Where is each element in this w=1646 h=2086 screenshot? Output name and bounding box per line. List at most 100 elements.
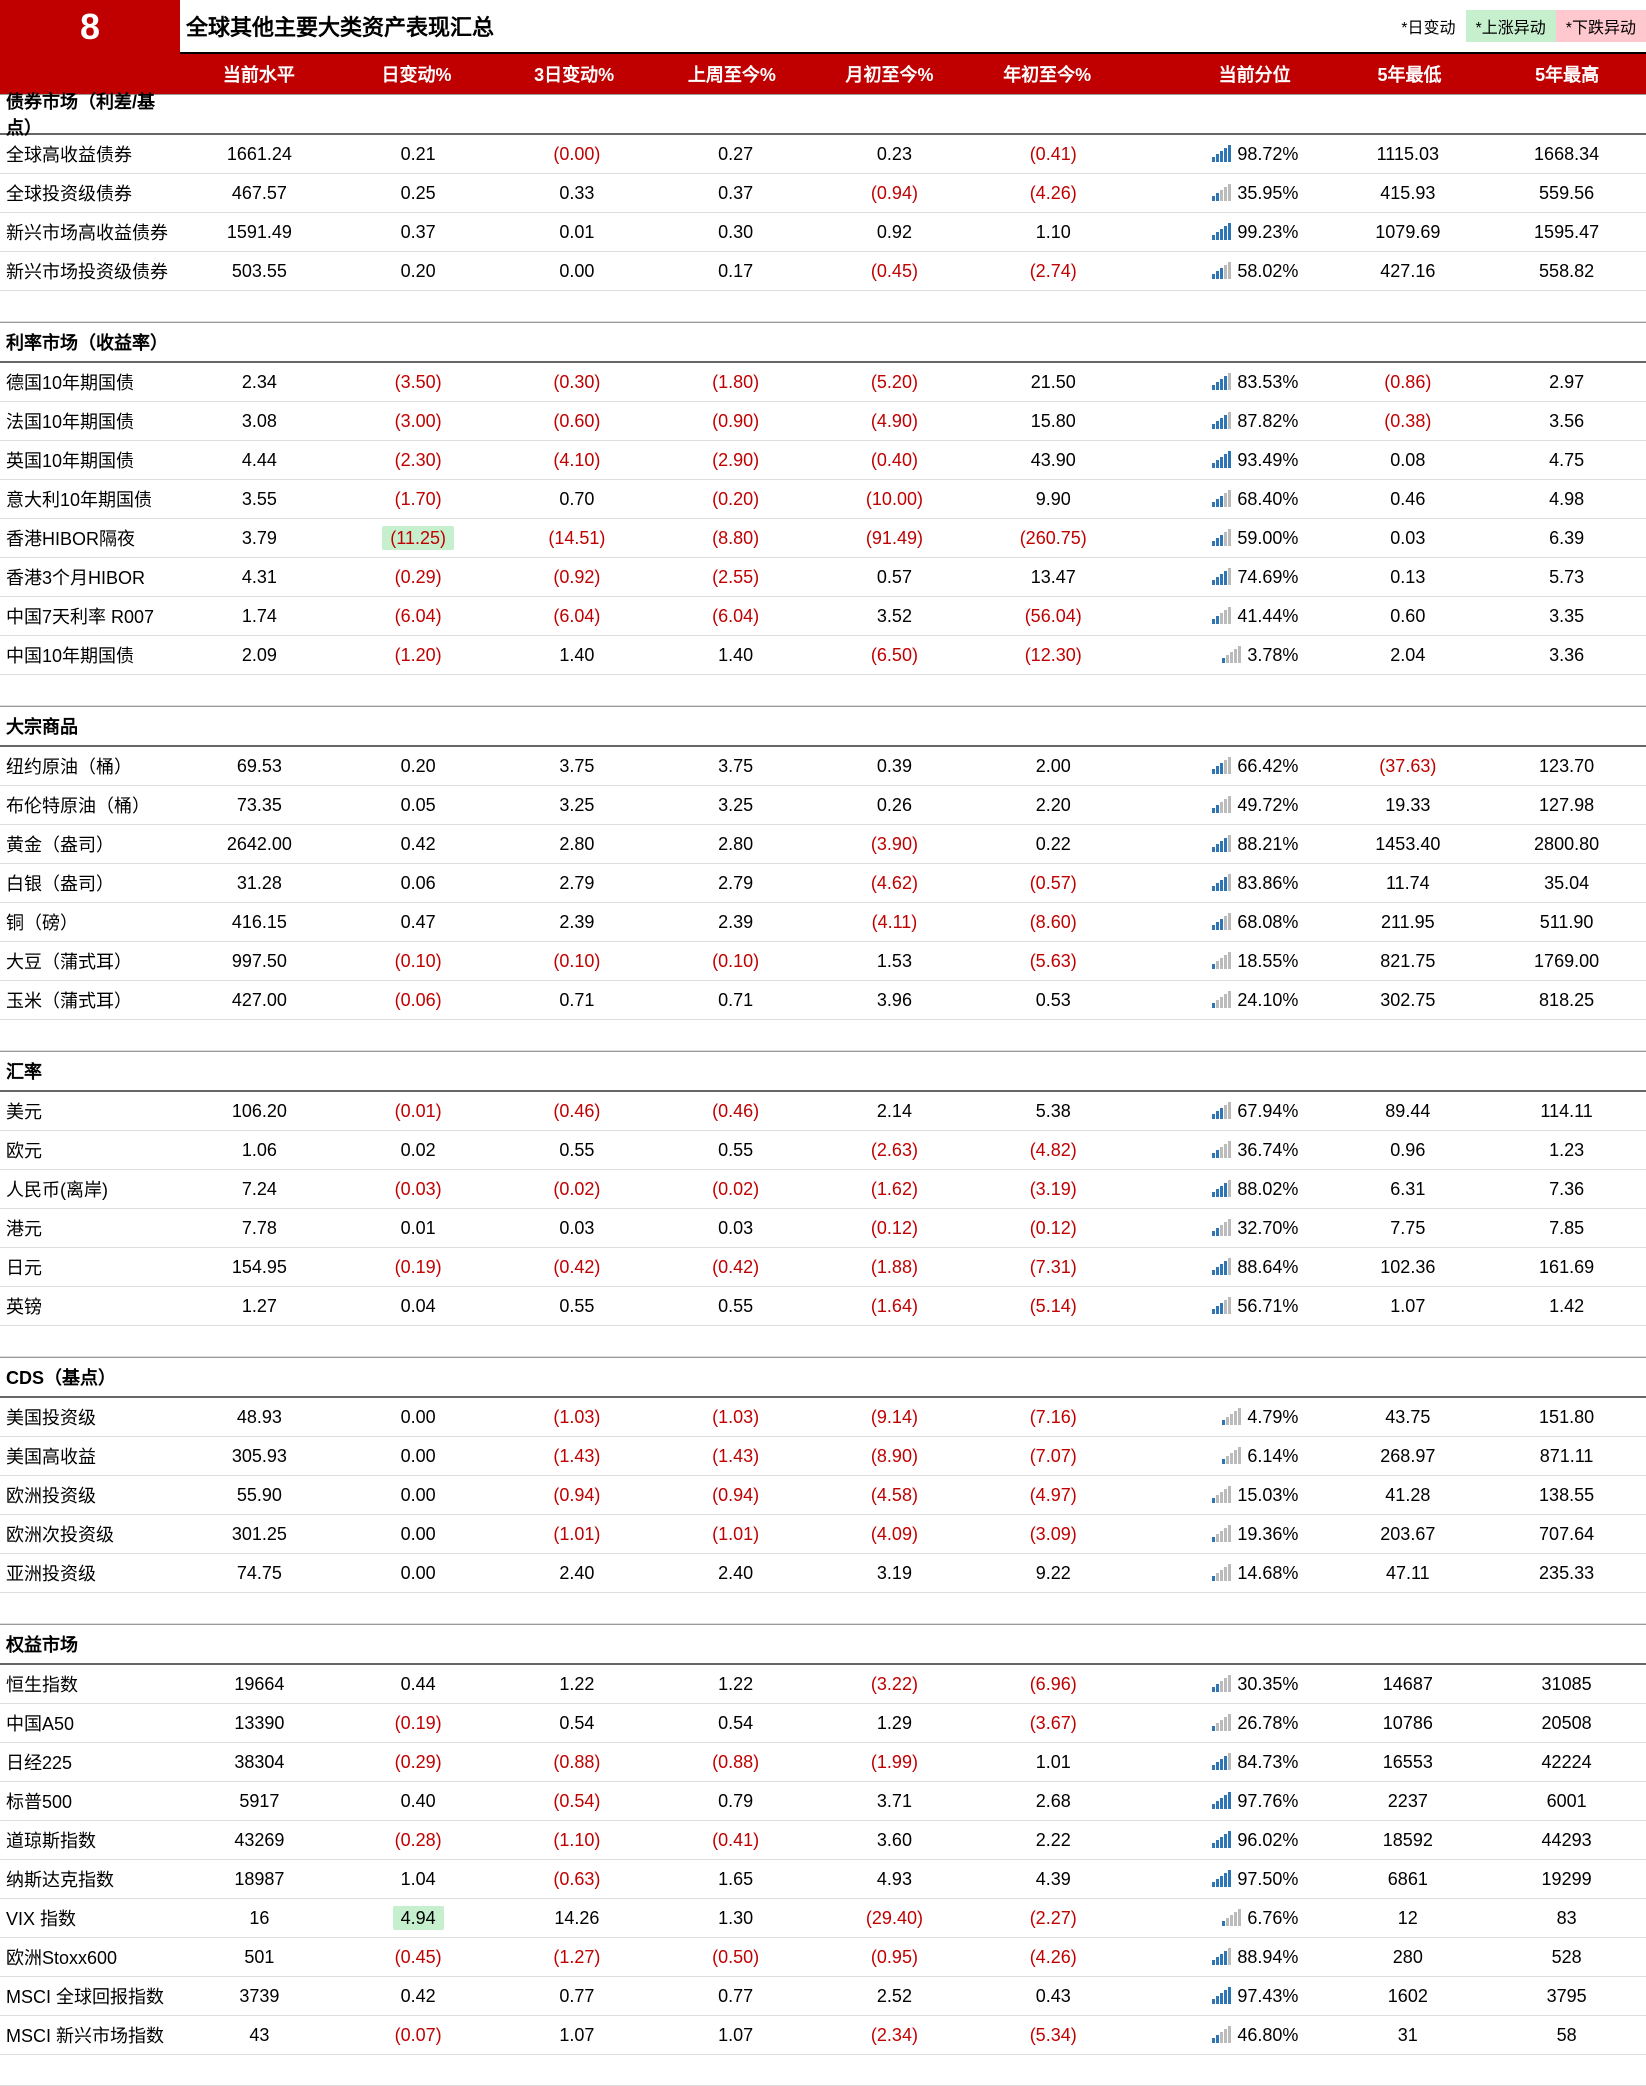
value-cell: 0.30 [656,222,815,243]
value-cell: (0.90) [656,411,815,432]
section-spacer [0,1326,1646,1357]
value-cell: 44293 [1487,1830,1646,1851]
value-cell: 1.30 [656,1908,815,1929]
value-cell: 3.71 [815,1791,974,1812]
value-cell: (2.30) [339,450,498,471]
value-cell: (0.10) [656,951,815,972]
value-cell: 5917 [180,1791,339,1812]
value-cell: 3.75 [656,756,815,777]
value-cell: 821.75 [1328,951,1487,972]
value-cell: (0.88) [656,1752,815,1773]
data-row: 欧洲Stoxx600501(0.45)(1.27)(0.50)(0.95)(4.… [0,1938,1646,1977]
percentile-cell: 30.35% [1133,1674,1329,1695]
value-cell: 2.79 [656,873,815,894]
row-label: 欧洲次投资级 [0,1521,180,1547]
value-cell: (4.11) [815,912,974,933]
row-label: 大豆（蒲式耳） [0,948,180,974]
percentile-cell: 14.68% [1133,1563,1329,1584]
value-cell: 1.29 [815,1713,974,1734]
value-cell: 707.64 [1487,1524,1646,1545]
value-cell: (9.14) [815,1407,974,1428]
value-cell: 2.97 [1487,372,1646,393]
row-label: 中国10年期国债 [0,642,180,668]
data-row: 美国高收益305.930.00(1.43)(1.43)(8.90)(7.07)6… [0,1437,1646,1476]
row-label: 标普500 [0,1788,180,1814]
value-cell: (2.27) [974,1908,1133,1929]
value-cell: 13.47 [974,567,1133,588]
value-cell: 0.42 [339,1986,498,2007]
legend: *日变动 *上涨异动 *下跌异动 [1391,0,1646,54]
value-cell: 0.43 [974,1986,1133,2007]
value-cell: (0.41) [656,1830,815,1851]
value-cell: 18987 [180,1869,339,1890]
column-header: 当前水平 日变动% 3日变动% 上周至今% 月初至今% 年初至今% 当前分位 5… [0,54,1646,94]
data-row: 中国7天利率 R0071.74(6.04)(6.04)(6.04)3.52(56… [0,597,1646,636]
value-cell: (0.88) [498,1752,657,1773]
value-cell: 0.03 [656,1218,815,1239]
value-cell: 0.70 [498,489,657,510]
percentile-cell: 99.23% [1133,222,1329,243]
value-cell: 4.94 [339,1908,498,1929]
value-cell: 268.97 [1328,1446,1487,1467]
data-row: 铜（磅）416.150.472.392.39(4.11)(8.60)68.08%… [0,903,1646,942]
value-cell: (1.10) [498,1830,657,1851]
percentile-cell: 88.02% [1133,1179,1329,1200]
value-cell: (7.31) [974,1257,1133,1278]
table-body: 债券市场（利差/基点）全球高收益债券1661.240.21(0.00)0.270… [0,94,1646,2086]
value-cell: (0.10) [339,951,498,972]
value-cell: 0.23 [815,144,974,165]
value-cell: 1.27 [180,1296,339,1317]
section-header: 债券市场（利差/基点） [0,94,1646,135]
value-cell: 3.25 [498,795,657,816]
value-cell: (0.46) [656,1101,815,1122]
data-row: 德国10年期国债2.34(3.50)(0.30)(1.80)(5.20)21.5… [0,363,1646,402]
legend-daily: *日变动 [1391,10,1465,42]
col-3day: 3日变动% [495,61,653,87]
value-cell: (0.01) [339,1101,498,1122]
value-cell: 0.33 [498,183,657,204]
value-cell: 3.52 [815,606,974,627]
col-5yhigh: 5年最高 [1488,61,1646,87]
value-cell: (5.63) [974,951,1133,972]
data-row: MSCI 全球回报指数37390.420.770.772.520.4397.43… [0,1977,1646,2016]
section-header: 利率市场（收益率） [0,322,1646,363]
value-cell: 0.00 [498,261,657,282]
col-ytd: 年初至今% [968,61,1126,87]
value-cell: 0.06 [339,873,498,894]
value-cell: 6001 [1487,1791,1646,1812]
value-cell: (0.57) [974,873,1133,894]
value-cell: (37.63) [1328,756,1487,777]
value-cell: 5.38 [974,1101,1133,1122]
data-row: 日经22538304(0.29)(0.88)(0.88)(1.99)1.0184… [0,1743,1646,1782]
value-cell: (260.75) [974,528,1133,549]
value-cell: (0.45) [339,1947,498,1968]
value-cell: (1.27) [498,1947,657,1968]
percentile-cell: 84.73% [1133,1752,1329,1773]
value-cell: 1.74 [180,606,339,627]
value-cell: (0.28) [339,1830,498,1851]
data-row: 全球高收益债券1661.240.21(0.00)0.270.23(0.41)98… [0,135,1646,174]
row-label: 日元 [0,1254,180,1280]
row-label: 白银（盎司） [0,870,180,896]
value-cell: 9.22 [974,1563,1133,1584]
value-cell: 0.00 [339,1446,498,1467]
row-label: VIX 指数 [0,1905,180,1931]
value-cell: 0.39 [815,756,974,777]
data-row: 全球投资级债券467.570.250.330.37(0.94)(4.26)35.… [0,174,1646,213]
percentile-cell: 3.78% [1133,645,1329,666]
value-cell: 2.40 [656,1563,815,1584]
value-cell: 7.78 [180,1218,339,1239]
row-label: 亚洲投资级 [0,1560,180,1586]
value-cell: 10786 [1328,1713,1487,1734]
value-cell: (0.45) [815,261,974,282]
data-row: 道琼斯指数43269(0.28)(1.10)(0.41)3.602.2296.0… [0,1821,1646,1860]
value-cell: 106.20 [180,1101,339,1122]
value-cell: 2.04 [1328,645,1487,666]
value-cell: 20508 [1487,1713,1646,1734]
value-cell: 467.57 [180,183,339,204]
value-cell: (0.42) [656,1257,815,1278]
value-cell: 1668.34 [1487,144,1646,165]
value-cell: (6.50) [815,645,974,666]
row-label: 纳斯达克指数 [0,1866,180,1892]
col-mtd: 月初至今% [811,61,969,87]
